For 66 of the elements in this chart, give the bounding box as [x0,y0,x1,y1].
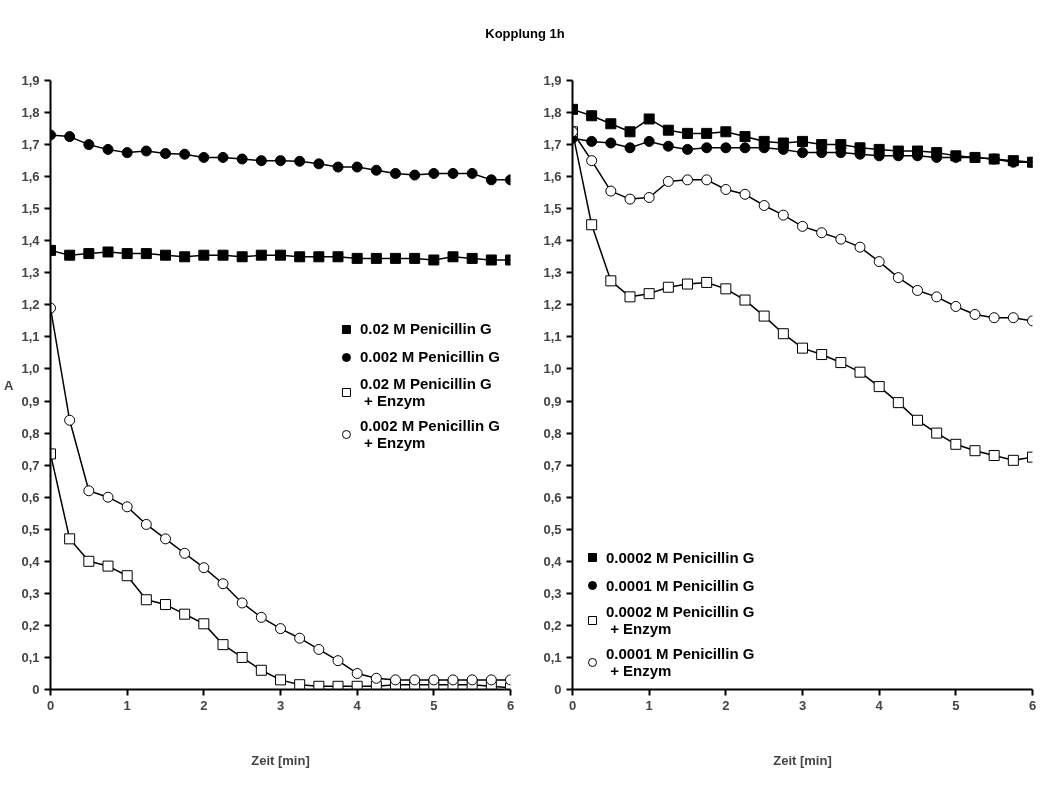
y-tick-label: 0,5 [543,521,562,537]
x-tick-label: 1 [123,697,131,713]
x-tick-label: 0 [46,697,55,713]
y-tick-label: 1,7 [21,137,40,153]
y-tick-label: 0,7 [543,457,562,473]
x-tick-label: 0 [568,697,577,713]
x-tick-label: 4 [875,697,884,713]
y-tick-label: 1,7 [543,137,562,153]
y-tick-label: 0 [554,682,562,697]
y-tick-label: 0,3 [543,585,562,601]
y-tick-label: 1,9 [21,73,40,88]
y-tick-label: 0,1 [21,649,40,665]
y-tick-label: 1,8 [543,105,562,121]
y-tick-label: 1,9 [543,73,562,88]
y-tick-label: 1,8 [21,105,40,121]
y-tick-label: 0,5 [21,521,40,537]
x-tick-label: 5 [430,697,438,713]
x-tick-label: 6 [1028,697,1037,713]
y-tick-label: 0,6 [543,489,562,505]
y-tick-label: 1,5 [21,201,40,217]
legend-label: 0.0001 M Penicillin G [606,576,755,594]
y-tick-label: 1,4 [21,233,41,249]
y-tick-label: 0,8 [543,425,562,441]
y-tick-label: 1,3 [543,265,562,281]
y-tick-label: 1,1 [21,329,40,345]
x-tick-label: 6 [506,697,515,713]
y-tick-label: 0,8 [21,425,40,441]
legend-label: 0.0002 M Penicillin G [606,548,755,566]
legend-label: 0.02 M Penicillin G [359,320,492,337]
y-axis-title: A [4,377,15,393]
y-tick-label: 0,3 [21,585,40,601]
legend-label: 0.02 M Penicillin G + Enzym [359,374,492,409]
y-tick-label: 1,6 [543,169,562,185]
y-tick-label: 0,7 [21,457,40,473]
y-tick-label: 1,2 [21,297,40,313]
y-tick-label: 0,6 [21,489,40,505]
y-tick-label: 1,1 [543,329,562,345]
y-tick-label: 1,4 [543,233,563,249]
legend-label: 0.0001 M Penicillin G + Enzym [606,645,755,679]
x-axis-title: Zeit [min] [773,752,832,768]
y-tick-label: 1,5 [543,201,562,217]
x-tick-label: 5 [952,697,960,713]
x-axis-title: Zeit [min] [251,752,310,768]
y-tick-label: 0,9 [21,393,40,409]
legend-label: 0.0002 M Penicillin G + Enzym [606,603,755,637]
y-tick-label: 1,0 [21,361,40,377]
y-tick-label: 1,6 [21,169,40,185]
y-tick-label: 1,0 [543,361,562,377]
y-tick-label: 0,4 [543,553,563,569]
y-tick-label: 0,2 [543,617,562,633]
x-tick-label: 1 [645,697,653,713]
x-tick-label: 2 [722,697,730,713]
x-tick-label: 4 [353,697,362,713]
legend-label: 0.002 M Penicillin G + Enzym [359,416,500,451]
x-tick-label: 3 [276,697,285,713]
chart-title: Kopplung 1h [485,25,565,43]
y-tick-label: 0,4 [21,553,41,569]
y-tick-label: 0 [32,682,40,697]
x-tick-label: 2 [200,697,208,713]
y-tick-label: 1,3 [21,265,40,281]
x-tick-label: 3 [798,697,807,713]
y-tick-label: 0,1 [543,649,562,665]
y-tick-label: 0,9 [543,393,562,409]
legend-label: 0.002 M Penicillin G [359,348,500,365]
y-tick-label: 1,2 [543,297,562,313]
y-tick-label: 0,2 [21,617,40,633]
